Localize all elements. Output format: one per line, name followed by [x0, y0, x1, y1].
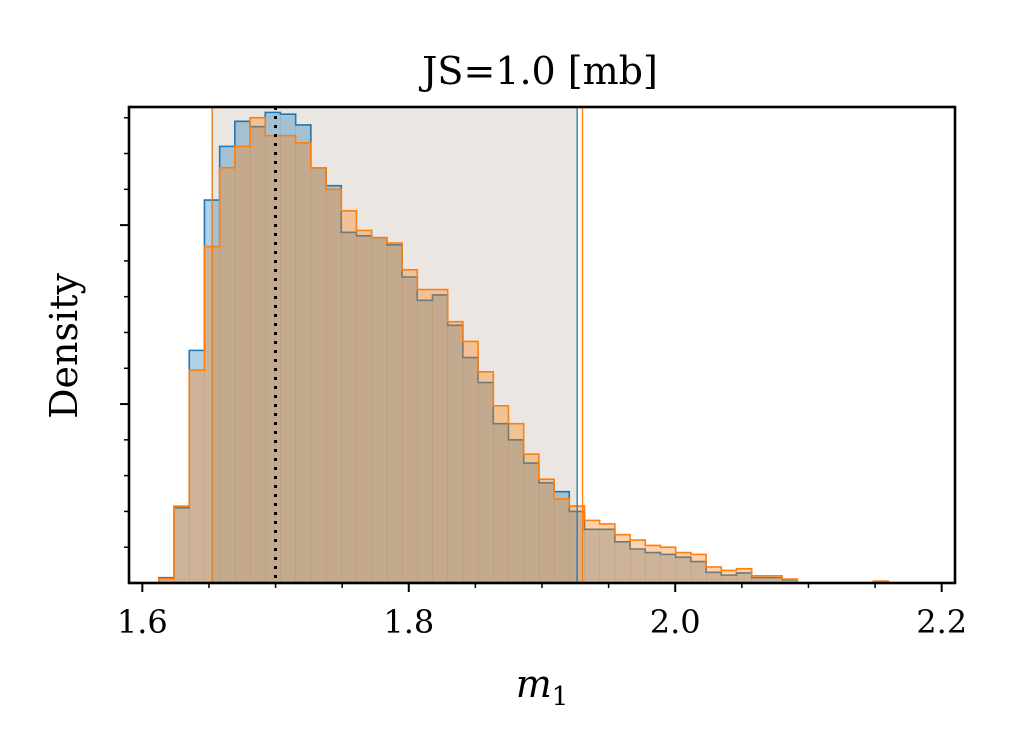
histogram-bar	[751, 575, 768, 583]
histogram-bar	[402, 277, 418, 583]
histogram-bar	[660, 554, 676, 583]
histogram-bar	[614, 541, 631, 583]
histogram-series-0	[158, 111, 890, 584]
histogram-bar	[614, 534, 631, 583]
histogram-bar	[766, 577, 783, 583]
credible-region-shade	[212, 107, 578, 583]
histogram-bar	[660, 547, 676, 583]
histogram-bar	[234, 121, 251, 583]
histogram-bar	[721, 570, 737, 583]
histogram-bar	[174, 507, 190, 583]
chart-title: JS=1.0 [mb]	[418, 49, 658, 93]
histogram-bar	[736, 572, 752, 583]
histogram-bar	[250, 126, 266, 584]
histogram-bar	[721, 575, 737, 583]
histogram-bar	[645, 545, 661, 583]
histogram-bar	[295, 142, 312, 583]
histogram-bar	[766, 575, 783, 583]
y-axis	[120, 116, 129, 548]
histogram-bar	[326, 185, 342, 583]
histogram-bar	[706, 566, 722, 583]
histogram-bar	[189, 370, 205, 583]
histogram-bar	[310, 167, 327, 583]
histogram-bar	[462, 357, 479, 583]
histogram-bar	[417, 300, 433, 583]
histogram-bar	[630, 540, 646, 583]
histogram-bar	[265, 135, 281, 583]
x-tick-label: 1.8	[383, 603, 434, 641]
histogram-bar	[584, 520, 600, 583]
histogram-bar	[599, 529, 616, 583]
x-axis-label-main: m	[516, 662, 552, 706]
histogram-bar	[402, 269, 418, 583]
histogram-bar	[523, 454, 540, 583]
x-tick-label: 2.2	[916, 603, 967, 641]
histogram-series-1	[158, 116, 890, 584]
histogram-bar	[280, 135, 296, 583]
x-tick-label: 1.6	[117, 603, 168, 641]
histogram-bar	[265, 112, 281, 584]
histogram-bar	[478, 371, 494, 583]
histogram-bar	[523, 463, 540, 583]
histogram-bar	[690, 554, 707, 583]
histogram-bar	[189, 350, 205, 583]
histogram-bar	[432, 289, 448, 583]
histogram-bar	[219, 146, 236, 584]
histogram-bar	[690, 561, 707, 583]
histogram-bar	[675, 552, 692, 583]
histogram-step-outline	[158, 111, 890, 584]
histogram-bar	[356, 230, 372, 583]
histogram-bar	[554, 498, 570, 583]
histogram-bar	[432, 294, 448, 583]
histogram-bar	[417, 289, 433, 583]
histogram-bar	[356, 235, 372, 583]
histogram-bar	[538, 479, 555, 583]
histogram-bar	[599, 523, 616, 583]
histogram-bar	[736, 568, 752, 583]
histogram-bar	[158, 578, 175, 583]
histogram-bar	[782, 579, 798, 583]
histogram-bar	[250, 117, 266, 583]
x-axis-label-subscript: 1	[552, 682, 569, 712]
plot-layers	[158, 107, 890, 584]
y-axis-label: Density	[42, 273, 86, 419]
histogram-bar	[508, 423, 524, 583]
histogram-bar	[447, 321, 464, 583]
histogram-bar	[538, 482, 555, 583]
histogram-bar	[219, 167, 236, 583]
histogram-bar	[447, 325, 464, 583]
histogram-bar	[706, 572, 722, 583]
histogram-bar	[554, 491, 570, 583]
x-axis-label: m1	[516, 662, 569, 712]
histogram-step-outline	[158, 116, 890, 584]
x-axis: 1.6 1.8 2.0 2.2	[117, 583, 967, 641]
histogram-bar	[751, 577, 768, 583]
histogram-bar	[386, 243, 403, 583]
histogram-bar	[675, 557, 692, 583]
histogram-bar	[295, 124, 312, 583]
histogram-bar	[493, 405, 509, 583]
histogram-bar	[326, 189, 342, 583]
histogram-bar	[371, 237, 388, 583]
x-tick-label: 2.0	[650, 603, 701, 641]
histogram-bar	[386, 244, 403, 583]
histogram-bar	[645, 552, 661, 583]
histogram-bar	[493, 423, 509, 583]
histogram-bar	[782, 579, 798, 583]
histogram-bar	[584, 529, 600, 583]
histogram-bar	[371, 237, 388, 583]
histogram-bar	[478, 382, 494, 583]
histogram-bar	[630, 549, 646, 583]
histogram-bar	[462, 341, 479, 583]
histogram-bar	[310, 167, 327, 583]
histogram-bar	[508, 439, 524, 583]
histogram-bar	[174, 506, 190, 583]
histogram-bar	[341, 210, 357, 583]
histogram-bar	[280, 114, 296, 583]
histogram-bar	[341, 232, 357, 583]
histogram-bar	[234, 146, 251, 584]
histogram-bar	[158, 577, 175, 583]
plot-frame	[127, 105, 957, 585]
